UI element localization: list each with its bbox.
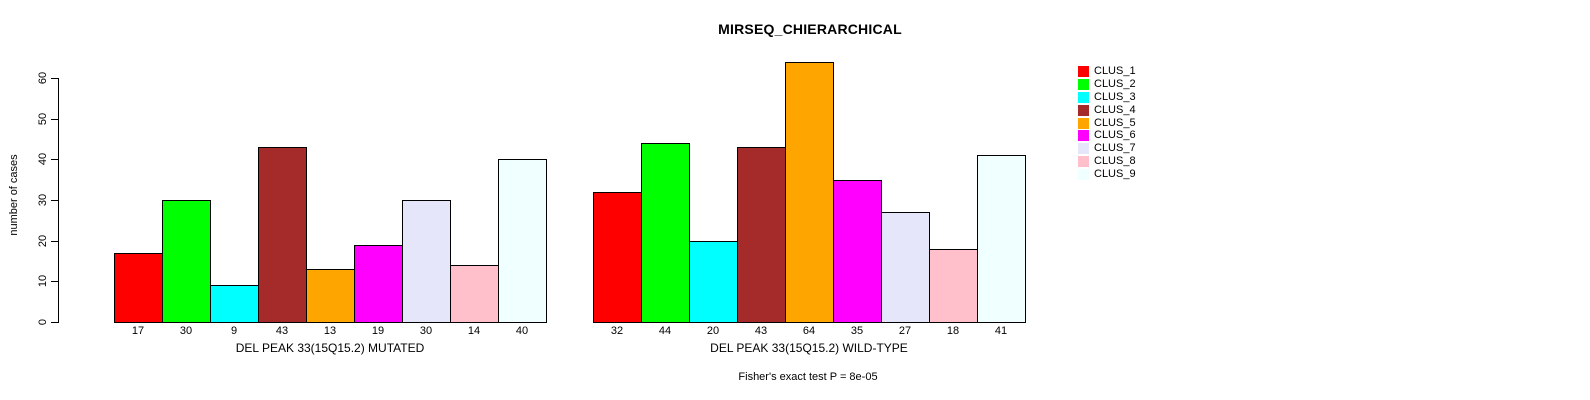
y-tick-label: 0 bbox=[37, 318, 49, 326]
y-tick-mark bbox=[51, 240, 58, 242]
y-axis-line bbox=[58, 78, 59, 323]
legend-item: CLUS_1 bbox=[1078, 65, 1136, 78]
legend-swatch bbox=[1078, 130, 1089, 142]
legend-swatch bbox=[1078, 91, 1089, 103]
bar-clus_4-group2 bbox=[737, 147, 786, 323]
y-tick-label: 30 bbox=[37, 193, 49, 207]
bar-clus_3-group1 bbox=[210, 285, 259, 323]
legend-swatch bbox=[1078, 104, 1089, 116]
y-tick-mark bbox=[51, 159, 58, 161]
y-tick-mark bbox=[51, 78, 58, 79]
bar-clus_9-group2 bbox=[977, 155, 1026, 323]
bar-value-label: 35 bbox=[850, 325, 864, 337]
y-tick-mark bbox=[51, 281, 58, 283]
x-axis-label-group1: DEL PEAK 33(15Q15.2) MUTATED bbox=[235, 341, 425, 355]
bar-value-label: 30 bbox=[419, 325, 433, 337]
legend: CLUS_1 CLUS_2 CLUS_3 CLUS_4 CLUS_5 CLUS_6 CLUS… bbox=[1078, 65, 1136, 181]
legend-label: CLUS_4 bbox=[1094, 103, 1136, 116]
bar-clus_5-group1 bbox=[306, 269, 355, 323]
bar-value-label: 27 bbox=[898, 325, 912, 337]
y-tick-mark bbox=[51, 200, 58, 201]
bar-value-label: 19 bbox=[371, 325, 385, 337]
bar-value-label: 43 bbox=[754, 325, 768, 337]
legend-item: CLUS_3 bbox=[1078, 91, 1136, 104]
y-tick-mark bbox=[51, 322, 58, 323]
y-tick-label: 10 bbox=[37, 275, 49, 288]
bar-value-label: 14 bbox=[467, 325, 481, 337]
fisher-test-annotation: Fisher's exact test P = 8e-05 bbox=[738, 371, 878, 383]
legend-label: CLUS_8 bbox=[1094, 155, 1136, 168]
bar-clus_1-group2 bbox=[593, 192, 642, 323]
bar-value-label: 18 bbox=[946, 325, 960, 337]
bar-clus_6-group2 bbox=[833, 180, 882, 323]
legend-label: CLUS_5 bbox=[1094, 116, 1136, 129]
bar-clus_8-group1 bbox=[450, 265, 499, 323]
x-axis-label-group2: DEL PEAK 33(15Q15.2) WILD-TYPE bbox=[710, 341, 908, 355]
legend-label: CLUS_2 bbox=[1094, 77, 1136, 90]
bar-value-label: 17 bbox=[131, 325, 145, 337]
bar-clus_2-group2 bbox=[641, 143, 690, 323]
bar-clus_1-group1 bbox=[114, 253, 163, 323]
legend-item: CLUS_6 bbox=[1078, 129, 1136, 142]
bar-value-label: 44 bbox=[658, 325, 672, 337]
bar-clus_3-group2 bbox=[689, 241, 738, 323]
y-tick-label: 60 bbox=[37, 71, 49, 85]
legend-item: CLUS_9 bbox=[1078, 168, 1136, 181]
bar-clus_6-group1 bbox=[354, 245, 403, 323]
legend-item: CLUS_8 bbox=[1078, 155, 1136, 168]
legend-item: CLUS_5 bbox=[1078, 117, 1136, 130]
bar-value-label: 13 bbox=[323, 325, 337, 337]
bar-clus_7-group2 bbox=[881, 212, 930, 323]
y-tick-label: 20 bbox=[37, 234, 49, 247]
bar-clus_8-group2 bbox=[929, 249, 978, 323]
legend-item: CLUS_4 bbox=[1078, 104, 1136, 117]
bar-value-label: 9 bbox=[230, 325, 238, 337]
legend-swatch bbox=[1078, 78, 1089, 90]
bar-value-label: 20 bbox=[706, 325, 720, 337]
chart-title: MIRSEQ_CHIERARCHICAL bbox=[718, 21, 902, 37]
legend-label: CLUS_7 bbox=[1094, 142, 1136, 155]
bar-value-label: 30 bbox=[179, 325, 193, 337]
bar-clus_9-group1 bbox=[498, 159, 547, 323]
legend-item: CLUS_7 bbox=[1078, 142, 1136, 155]
bar-value-label: 43 bbox=[275, 325, 289, 337]
y-tick-label: 50 bbox=[37, 112, 49, 125]
legend-label: CLUS_1 bbox=[1094, 64, 1136, 77]
y-tick-mark bbox=[51, 118, 58, 120]
legend-swatch bbox=[1078, 143, 1089, 155]
legend-label: CLUS_6 bbox=[1094, 129, 1136, 142]
legend-label: CLUS_9 bbox=[1094, 168, 1136, 181]
y-axis-label: number of cases bbox=[8, 154, 20, 236]
bar-value-label: 41 bbox=[994, 325, 1008, 337]
y-tick-label: 40 bbox=[37, 153, 49, 166]
legend-swatch bbox=[1078, 156, 1089, 168]
bar-clus_5-group2 bbox=[785, 62, 834, 323]
bar-clus_2-group1 bbox=[162, 200, 211, 323]
bar-clus_4-group1 bbox=[258, 147, 307, 323]
legend-swatch bbox=[1078, 169, 1089, 181]
bar-value-label: 32 bbox=[610, 325, 624, 337]
bar-value-label: 40 bbox=[515, 325, 529, 337]
legend-swatch bbox=[1078, 65, 1089, 77]
legend-swatch bbox=[1078, 117, 1089, 129]
bar-clus_7-group1 bbox=[402, 200, 451, 323]
legend-label: CLUS_3 bbox=[1094, 90, 1136, 103]
bar-value-label: 64 bbox=[802, 325, 816, 337]
legend-item: CLUS_2 bbox=[1078, 78, 1136, 91]
